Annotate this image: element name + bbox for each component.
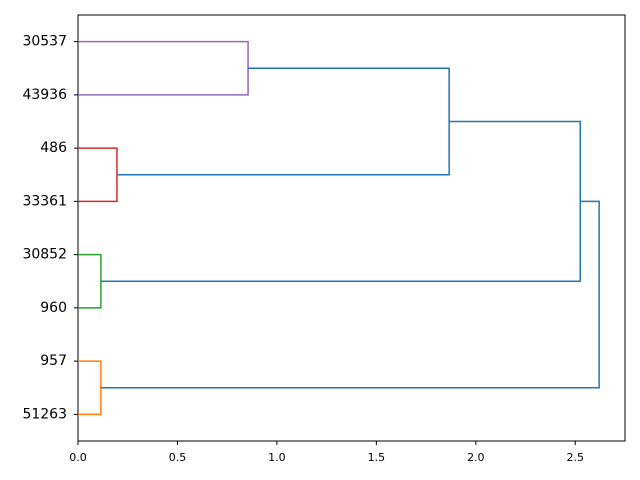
link [100,200,600,389]
leaf-label: 30852 [22,247,67,263]
x-tick-label: 1.5 [368,451,386,464]
x-tick-label: 1.0 [268,451,286,464]
leaf-label: 43936 [22,87,67,103]
leaf-label: 486 [40,140,67,156]
link [116,67,450,176]
x-tick-label: 0.0 [69,451,87,464]
x-tick-label: 0.5 [169,451,187,464]
leaf-label: 960 [40,300,67,316]
x-tick-label: 2.0 [467,451,485,464]
link [78,360,102,416]
link [100,120,581,282]
link [78,147,118,203]
leaf-label: 51263 [22,406,67,422]
leaf-label: 30537 [22,34,67,50]
x-tick-label: 2.5 [567,451,585,464]
link [78,40,249,96]
leaf-label: 33361 [22,193,67,209]
leaf-label: 957 [40,353,67,369]
link [78,253,102,309]
plot-frame [77,14,626,442]
